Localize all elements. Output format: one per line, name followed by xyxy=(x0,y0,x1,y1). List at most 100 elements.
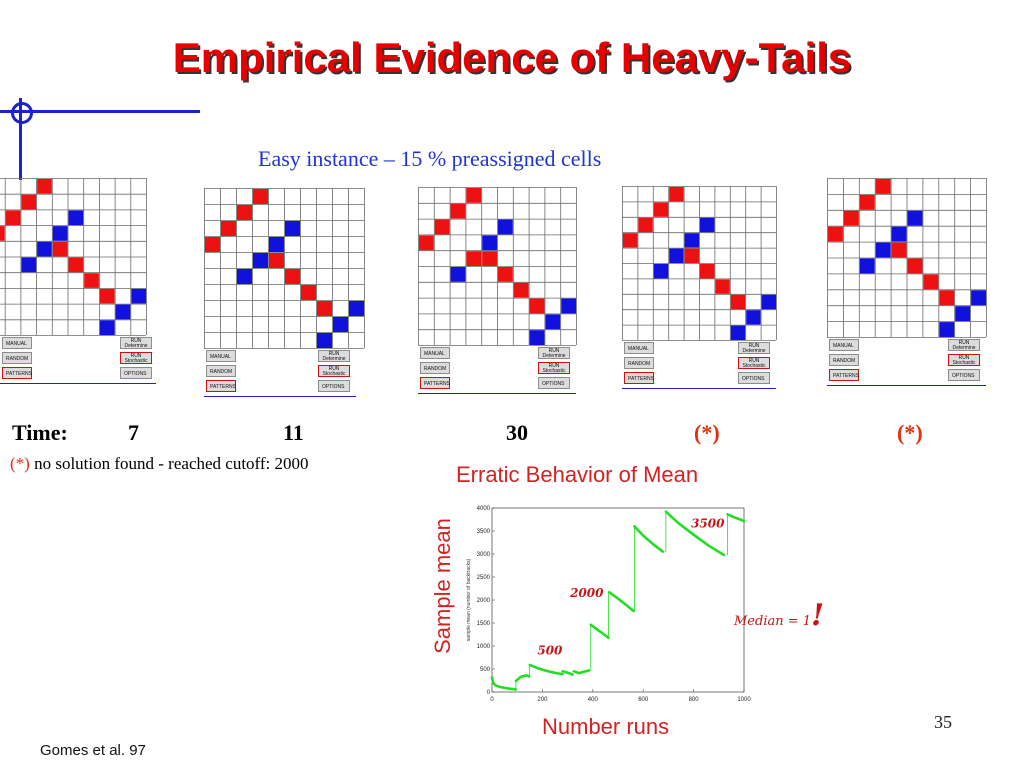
solver-grid-3 xyxy=(418,187,577,346)
preassigned-cell-12 xyxy=(99,288,115,304)
preassigned-cell-2 xyxy=(237,205,252,220)
y-tick-label-1: 500 xyxy=(480,667,491,673)
manual-button-2[interactable]: MANUAL xyxy=(206,350,236,362)
slide-title: Empirical Evidence of Heavy-Tails xyxy=(172,34,852,81)
series-segment-5 xyxy=(589,623,610,639)
manual-button-5[interactable]: MANUAL xyxy=(829,339,859,351)
manual-button-4[interactable]: MANUAL xyxy=(624,342,654,354)
options-button-2[interactable]: OPTIONS xyxy=(318,380,350,392)
patterns-button-1[interactable]: PATTERNS xyxy=(2,367,32,379)
preassigned-cell-11 xyxy=(923,274,939,290)
assigned-cell-15 xyxy=(317,333,332,348)
inner-ylabel: sample mean (number of backtracks) xyxy=(466,558,472,641)
preassigned-cell-8 xyxy=(891,242,907,258)
preassigned-cell-2 xyxy=(859,194,875,210)
y-tick-label-6: 3000 xyxy=(477,552,491,558)
y-tick-label-3: 1500 xyxy=(477,621,491,627)
options-button-3[interactable]: OPTIONS xyxy=(538,377,570,389)
x-tick-label-4: 800 xyxy=(689,697,700,703)
run-determine-button-5[interactable]: RUN Determine xyxy=(948,339,980,351)
preassigned-cell-3 xyxy=(638,217,653,233)
assigned-cell-9 xyxy=(653,264,669,279)
preassigned-cell-11 xyxy=(513,282,529,298)
assigned-cell-4 xyxy=(700,217,715,233)
chart-ylabel-wrap: Sample mean xyxy=(428,498,458,674)
run-determine-button-4[interactable]: RUN Determine xyxy=(738,342,770,354)
manual-button-1[interactable]: MANUAL xyxy=(2,337,32,349)
preassigned-cell-11 xyxy=(715,279,730,294)
run-determine-button-1[interactable]: RUN Determine xyxy=(120,337,152,349)
run-stochastic-button-1[interactable]: RUN Stochastic xyxy=(120,352,152,364)
time-value-3: 30 xyxy=(506,420,528,445)
options-button-label: OPTIONS xyxy=(742,376,765,382)
patterns-button-4[interactable]: PATTERNS xyxy=(624,372,654,384)
random-button-3[interactable]: RANDOM xyxy=(420,362,450,374)
patterns-button-2[interactable]: PATTERNS xyxy=(206,380,236,392)
manual-button-label: MANUAL xyxy=(210,354,231,360)
y-tick-label-2: 1000 xyxy=(477,644,491,650)
preassigned-cell-2 xyxy=(653,202,669,217)
preassigned-cell-1 xyxy=(875,179,891,194)
assigned-cell-4 xyxy=(498,219,513,235)
options-button-5[interactable]: OPTIONS xyxy=(948,369,980,381)
assigned-cell-9 xyxy=(450,267,466,282)
random-button-label: RANDOM xyxy=(833,358,856,364)
footnote: (*) no solution found - reached cutoff: … xyxy=(10,454,309,474)
run-determine-button-label: RUN xyxy=(328,351,340,357)
y-tick-label-8: 4000 xyxy=(477,506,491,512)
preassigned-cell-12 xyxy=(730,294,746,310)
panel-baseline-3 xyxy=(418,393,576,394)
run-stochastic-button-sublabel: Stochastic xyxy=(322,371,346,377)
time-value-1: 7 xyxy=(128,420,139,445)
assigned-cell-15 xyxy=(529,330,545,345)
preassigned-cell-11 xyxy=(301,285,316,300)
preassigned-cell-1 xyxy=(37,179,52,194)
assigned-cell-4 xyxy=(68,210,84,226)
assigned-cell-6 xyxy=(482,235,497,251)
assigned-cell-4 xyxy=(285,221,300,236)
run-determine-button-3[interactable]: RUN Determine xyxy=(538,347,570,359)
run-determine-button-sublabel: Determine xyxy=(542,353,566,359)
run-determine-button-sublabel: Determine xyxy=(124,343,148,349)
preassigned-cell-3 xyxy=(843,210,859,226)
preassigned-cell-12 xyxy=(939,290,955,306)
solver-grid-1 xyxy=(0,178,147,336)
assigned-cell-13 xyxy=(761,294,776,310)
assigned-cell-9 xyxy=(237,269,252,284)
run-stochastic-button-3[interactable]: RUN Stochastic xyxy=(538,362,570,374)
y-tick-label-5: 2500 xyxy=(477,575,491,581)
run-stochastic-button-2[interactable]: RUN Stochastic xyxy=(318,365,350,377)
options-button-4[interactable]: OPTIONS xyxy=(738,372,770,384)
assigned-cell-6 xyxy=(684,233,699,248)
run-stochastic-button-label: RUN xyxy=(328,366,340,372)
time-value-2: 11 xyxy=(283,420,304,445)
random-button-2[interactable]: RANDOM xyxy=(206,365,236,377)
random-button-4[interactable]: RANDOM xyxy=(624,357,654,369)
manual-button-3[interactable]: MANUAL xyxy=(420,347,450,359)
random-button-1[interactable]: RANDOM xyxy=(2,352,32,364)
sample-mean-chart: 0 200 400 600 800 1000 0 500 1000 1500 2000 2500 300… xyxy=(466,506,751,703)
run-stochastic-button-label: RUN xyxy=(958,355,970,361)
run-stochastic-button-5[interactable]: RUN Stochastic xyxy=(948,354,980,366)
chart-title: Erratic Behavior of Mean xyxy=(456,462,699,487)
run-stochastic-button-label: RUN xyxy=(548,363,560,369)
run-determine-button-2[interactable]: RUN Determine xyxy=(318,350,350,362)
preassigned-cell-10 xyxy=(68,257,84,273)
assigned-cell-6 xyxy=(891,226,907,242)
solver-grid-2 xyxy=(204,188,365,349)
run-stochastic-button-label: RUN xyxy=(748,358,760,364)
run-stochastic-button-4[interactable]: RUN Stochastic xyxy=(738,357,770,369)
panel-baseline-5 xyxy=(827,385,986,386)
patterns-button-5[interactable]: PATTERNS xyxy=(829,369,859,381)
run-stochastic-button-sublabel: Stochastic xyxy=(542,368,566,374)
options-button-1[interactable]: OPTIONS xyxy=(120,367,152,379)
patterns-button-3[interactable]: PATTERNS xyxy=(420,377,450,389)
y-tick-label-0: 0 xyxy=(487,690,491,696)
run-determine-button-label: RUN xyxy=(130,338,142,344)
assigned-cell-15 xyxy=(99,320,115,335)
random-button-5[interactable]: RANDOM xyxy=(829,354,859,366)
options-button-label: OPTIONS xyxy=(542,381,565,387)
chart-xlabel: Number runs xyxy=(542,714,670,739)
preassigned-cell-1 xyxy=(466,188,482,203)
preassigned-cell-5 xyxy=(828,226,843,242)
